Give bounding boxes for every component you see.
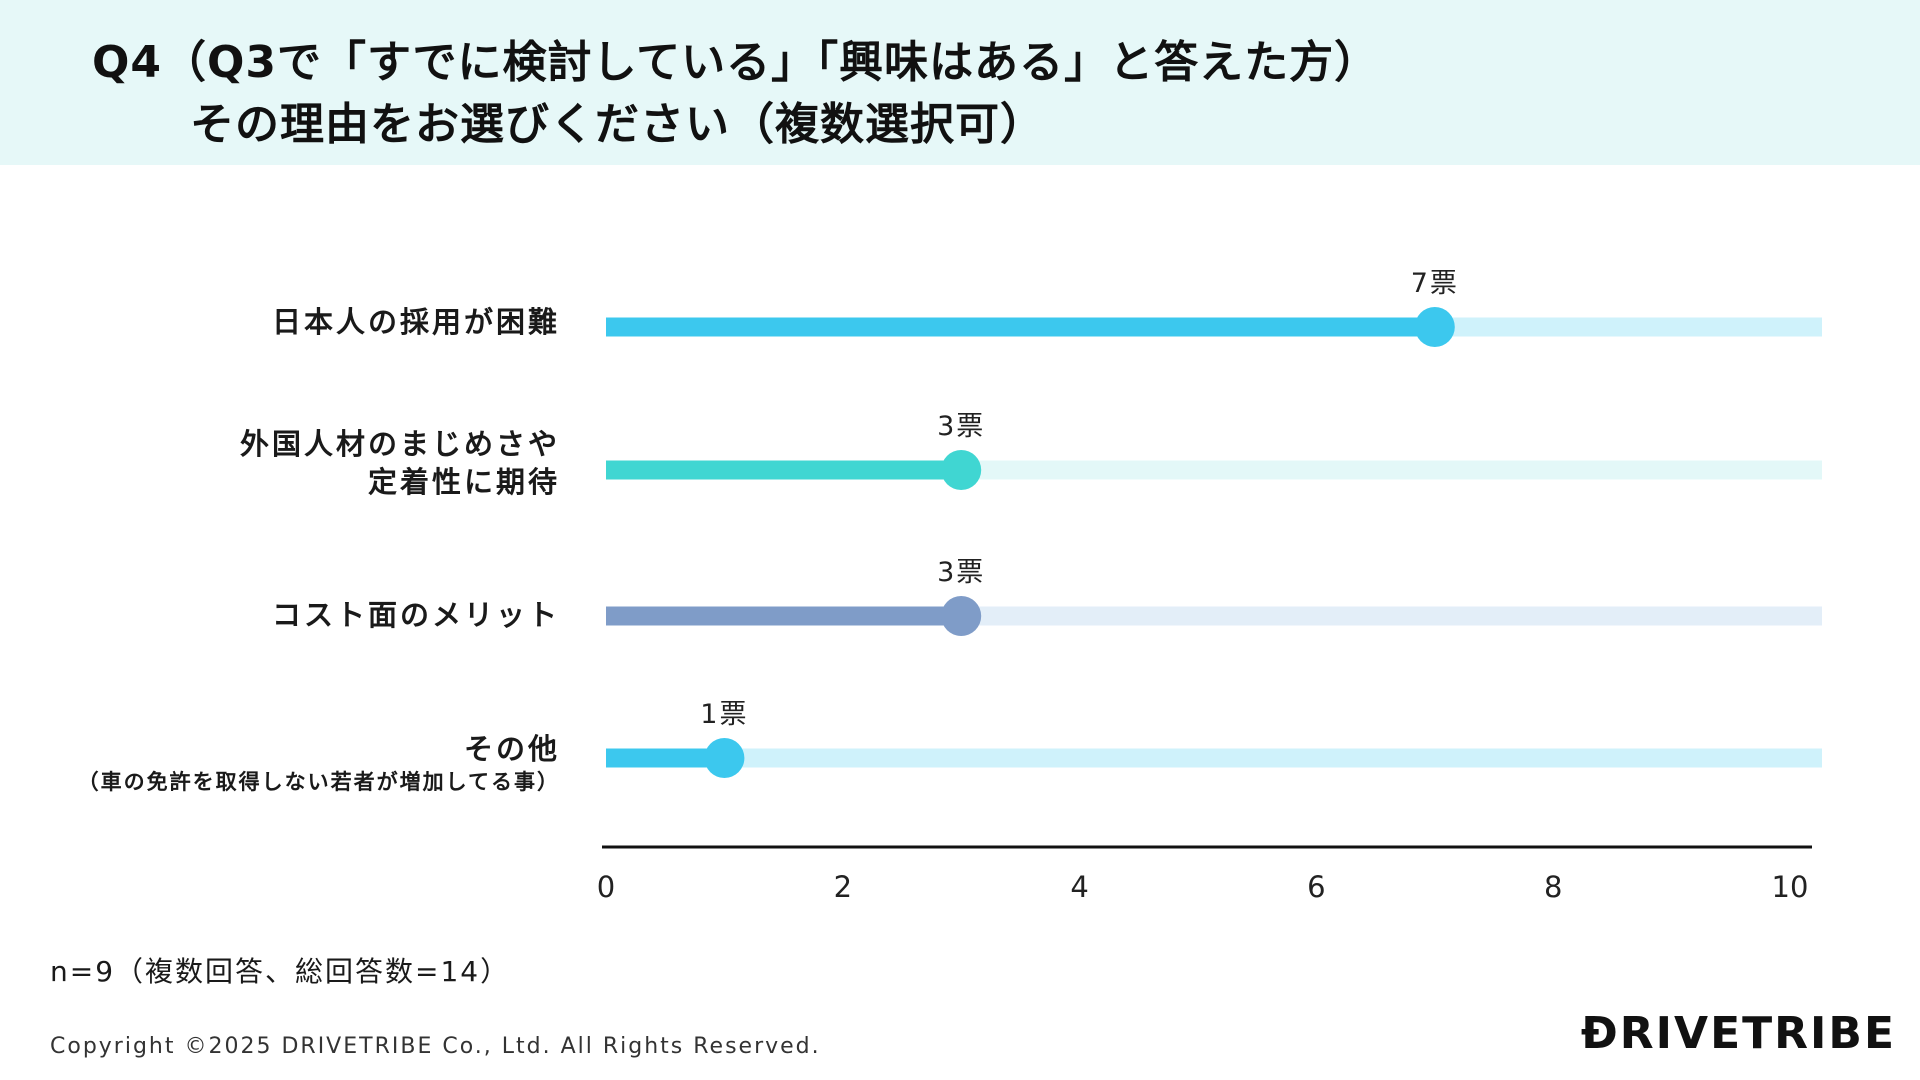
category-label: 外国人材のまじめさや定着性に期待	[240, 425, 560, 501]
data-label: 1票	[700, 699, 748, 730]
bar-end-point	[704, 738, 745, 778]
x-tick-label: 6	[1307, 870, 1325, 904]
bar	[606, 606, 962, 626]
bar	[606, 748, 725, 768]
x-tick-label: 10	[1772, 870, 1809, 904]
data-label: 7票	[1411, 268, 1459, 299]
data-label: 3票	[937, 557, 985, 588]
bar	[606, 317, 1435, 337]
category-label: 日本人の採用が困難	[272, 303, 560, 341]
bar	[606, 460, 962, 480]
x-tick-label: 4	[1070, 870, 1088, 904]
page-title-line-2: その理由をお選びください（複数選択可）	[190, 99, 1045, 150]
bar-track	[606, 748, 1822, 768]
category-label: その他 （車の免許を取得しない若者が増加してる事）	[78, 730, 560, 796]
page-title-line-1: Q4（Q3で「すでに検討している」「興味はある」と答えた方）	[92, 37, 1380, 88]
bar-end-point	[941, 596, 982, 636]
category-label-text: その他	[463, 732, 560, 766]
category-label-text: 日本人の採用が困難	[271, 305, 560, 339]
bar-end-point	[941, 450, 982, 490]
category-label-text: 定着性に期待	[367, 465, 560, 499]
drivetribe-logo: ĐRIVETRIBE	[1580, 1008, 1896, 1059]
category-label-subtext: （車の免許を取得しない若者が増加してる事）	[77, 770, 560, 794]
header-band	[0, 0, 1920, 165]
data-label: 3票	[937, 411, 985, 442]
copyright-text: Copyright ©2025 DRIVETRIBE Co., Ltd. All…	[50, 1034, 821, 1059]
x-tick-label: 0	[597, 870, 615, 904]
sample-size-note: n=9（複数回答、総回答数=14）	[50, 955, 511, 988]
category-label-text: コスト面のメリット	[271, 598, 560, 632]
bar-end-point	[1414, 307, 1455, 347]
x-tick-label: 8	[1544, 870, 1562, 904]
x-tick-label: 2	[834, 870, 852, 904]
category-label: コスト面のメリット	[272, 596, 560, 634]
category-label-text: 外国人材のまじめさや	[239, 427, 560, 461]
